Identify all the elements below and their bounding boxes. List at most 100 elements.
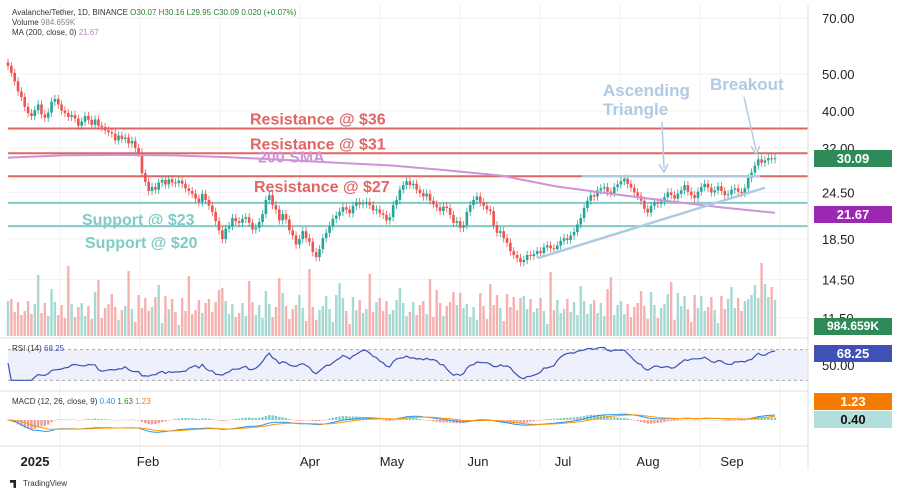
macd-hist-bar [103,419,107,420]
candle-body [425,193,428,197]
macd-hist-bar [415,418,418,420]
time-axis-label: Aug [636,454,659,469]
candle-body [264,200,268,215]
volume-bar [157,285,160,336]
macd-hist-bar [532,420,536,422]
macd-hist-bar [87,418,90,420]
candle-body [602,187,606,189]
macd-hist-bar [63,419,67,420]
volume-bar [425,314,428,336]
macd-hist-bar [733,420,737,421]
candle-body [301,231,305,240]
macd-hist-bar [73,419,77,421]
macd-hist-bar [191,418,194,420]
candle-body [502,231,506,239]
candle-body [30,113,33,117]
volume-bar [602,316,606,336]
macd-hist-bar [760,416,763,420]
candle-body [599,188,603,191]
volume-bar [757,298,760,336]
volume-bar [428,279,432,336]
volume-bar [700,296,703,336]
volume-bar [589,304,592,336]
volume-bar [599,303,603,336]
candle-body [689,191,693,196]
level-label: Resistance @ $36 [250,111,386,128]
candle-body [646,208,650,213]
macd-hist-bar [693,420,696,421]
candle-body [733,188,737,190]
volume-bar [582,301,586,336]
volume-bar [187,276,191,336]
candle-body [385,214,388,221]
macd-hist-bar [180,418,184,420]
volume-bar [723,309,726,336]
candle-body [653,202,656,206]
volume-bar [274,307,278,336]
macd-hist-bar [284,417,288,420]
macd-signal-line [7,414,776,432]
candle-body [448,208,452,215]
volume-bar [415,315,418,336]
volume-bar [318,310,321,336]
candles [6,58,777,267]
symbol-header: Avalanche/Tether, 1D, BINANCE O30.07 H30… [12,8,296,17]
candle-body [334,215,338,219]
candle-body [43,114,47,118]
volume-bar [535,308,539,336]
volume-bar [331,322,335,336]
macd-hist-bar [274,415,278,420]
macd-hist-bar [83,419,87,420]
volume-bar [20,315,23,336]
macd-hist-bar [479,418,482,420]
volume-bar [375,302,378,336]
macd-hist-bar [686,419,690,421]
candle-body [545,245,549,248]
candle-body [746,178,750,189]
macd-hist-bar [736,420,740,421]
candle-body [485,205,489,210]
volume-bar [204,303,207,336]
volume-bar [653,305,656,336]
volume-bar [144,298,147,336]
candle-body [50,101,53,113]
candle-body [622,178,626,182]
rsi-line [7,346,776,381]
volume-bar [258,305,261,336]
volume-bar [733,308,737,336]
macd-hist-bar [562,417,566,420]
candle-body [649,205,653,213]
volume-bar [170,299,174,336]
macd-hist-bar [405,417,408,420]
volume-bar [77,307,80,336]
macd-hist-bar [57,419,60,420]
volume-bar [365,309,368,336]
volume-bar [458,293,462,336]
volume-bar [462,308,465,336]
volume-bar [643,306,646,336]
macd-value-3: 1.23 [135,397,151,406]
macd-hist-bar [412,417,415,420]
volume-bar [482,306,485,336]
volume-bar [197,300,201,336]
volume-bar [422,301,425,336]
volume-bar [549,272,552,336]
macd-hist-bar [144,420,147,424]
time-axis-label: May [380,454,405,469]
candle-body [519,258,522,263]
volume-bar [16,302,20,336]
macd-hist-bar [700,419,703,421]
macd-hist-bar [120,419,124,421]
candle-body [720,186,723,192]
candle-body [391,205,395,218]
macd-hist-bar [606,416,609,420]
candle-body [401,185,405,190]
volume-bar [368,274,371,336]
candle-body [221,230,224,240]
candle-body [566,238,569,240]
macd-hist-bar [221,420,224,422]
macd-hist-bar [124,419,127,421]
volume-bar [676,293,680,336]
volume-bar [100,318,103,336]
